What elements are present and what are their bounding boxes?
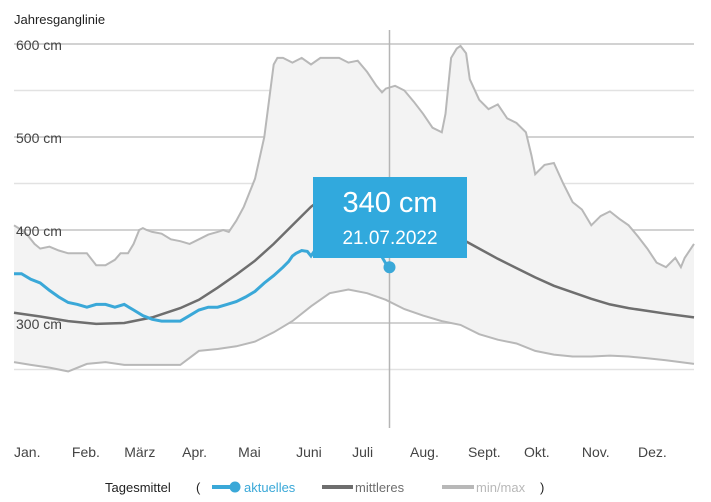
legend: Tagesmittel ( aktuelles mittleres min/ma…: [105, 480, 544, 495]
legend-text-minmax: min/max: [476, 480, 526, 495]
y-tick-label: 500 cm: [16, 130, 62, 146]
y-tick-label: 300 cm: [16, 316, 62, 332]
series-line-min: [13, 288, 695, 373]
legend-close-paren: ): [540, 480, 544, 495]
legend-item-minmax[interactable]: min/max: [442, 480, 526, 495]
x-tick-label: Mai: [238, 444, 261, 460]
x-tick-label: März: [124, 444, 155, 460]
x-tick-label: Jan.: [14, 444, 40, 460]
x-tick-label: Feb.: [72, 444, 100, 460]
x-tick-label: Aug.: [410, 444, 439, 460]
legend-item-aktuelles[interactable]: aktuelles: [212, 480, 296, 495]
legend-open-paren: (: [196, 480, 201, 495]
tooltip-value: 340 cm: [342, 187, 437, 219]
x-tick-label: Juni: [296, 444, 322, 460]
x-tick-label: Okt.: [524, 444, 550, 460]
legend-item-mittleres[interactable]: mittleres: [322, 480, 405, 495]
tooltip-date: 21.07.2022: [342, 228, 437, 249]
legend-text-aktuelles: aktuelles: [244, 480, 296, 495]
x-axis-labels: Jan. Feb. März Apr. Mai Juni Juli Aug. Sept. Okt.…: [14, 444, 667, 460]
y-tick-label: 600 cm: [16, 37, 62, 53]
legend-text-mittleres: mittleres: [355, 480, 405, 495]
x-tick-label: Dez.: [638, 444, 667, 460]
x-tick-label: Juli: [352, 444, 373, 460]
tooltip: 340 cm 21.07.2022: [313, 177, 467, 258]
tooltip-box: [313, 177, 467, 258]
legend-marker-aktuelles: [229, 481, 241, 493]
x-tick-label: Sept.: [468, 444, 501, 460]
series-line-max: [13, 44, 695, 270]
chart-title: Jahresganglinie: [14, 12, 105, 27]
hover-point-marker: [383, 261, 396, 274]
y-tick-label: 400 cm: [16, 223, 62, 239]
y-axis-labels: 600 cm 500 cm 400 cm 300 cm: [16, 37, 62, 332]
x-tick-label: Nov.: [582, 444, 610, 460]
x-tick-label: Apr.: [182, 444, 207, 460]
legend-label: Tagesmittel: [105, 480, 171, 495]
